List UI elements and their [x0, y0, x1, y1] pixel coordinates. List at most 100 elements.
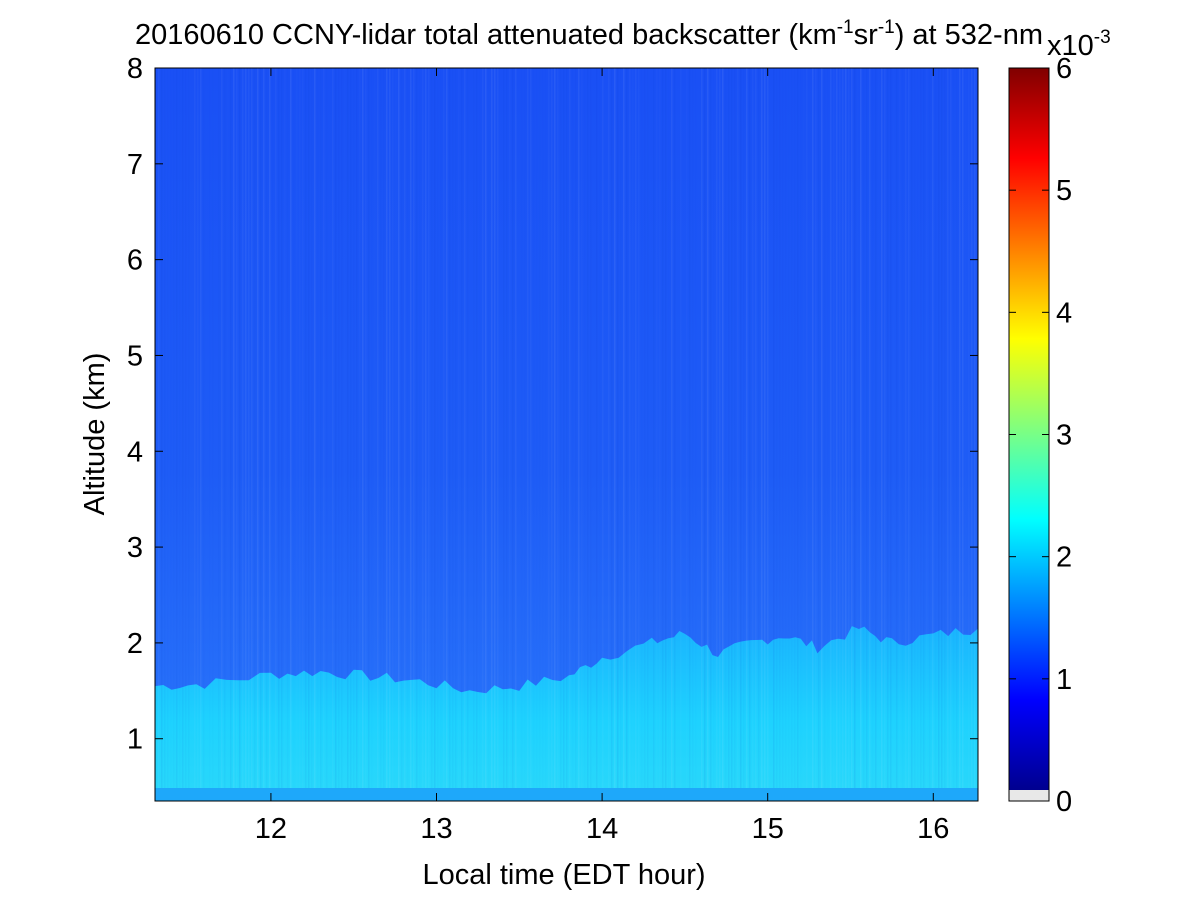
streak: [266, 68, 268, 801]
streak: [359, 68, 361, 801]
streak: [398, 68, 400, 801]
streak: [920, 68, 922, 801]
streak: [791, 68, 793, 801]
streak: [914, 68, 916, 801]
streak: [563, 68, 565, 801]
streak: [551, 68, 553, 801]
streak: [962, 68, 964, 801]
colorbar: 0 1 2 3 4 5 6 x10-3: [1008, 27, 1111, 818]
colorbar-tick-label: 5: [1056, 175, 1072, 207]
streak: [707, 68, 709, 801]
streak: [380, 68, 382, 801]
y-tick-label: 6: [127, 245, 143, 277]
streak: [596, 68, 598, 801]
streak: [227, 68, 229, 801]
streak: [689, 68, 691, 801]
streak: [422, 68, 424, 801]
streak: [602, 68, 604, 801]
streak: [959, 68, 961, 801]
streak: [434, 68, 436, 801]
streak: [236, 68, 238, 801]
streak: [425, 68, 427, 801]
streak: [806, 68, 808, 801]
streak: [734, 68, 736, 801]
streak: [926, 68, 928, 801]
streak: [773, 68, 775, 801]
streak: [200, 68, 202, 801]
streak: [455, 68, 457, 801]
streak: [341, 68, 343, 801]
streak: [836, 68, 838, 801]
streak: [692, 68, 694, 801]
streak: [947, 68, 949, 801]
colorbar-tick-label: 0: [1056, 786, 1072, 818]
streak: [221, 68, 223, 801]
streak: [875, 68, 877, 801]
y-tick-label: 3: [127, 532, 143, 564]
streak: [245, 68, 247, 801]
streak: [755, 68, 757, 801]
streak: [353, 68, 355, 801]
y-tick-label: 1: [127, 724, 143, 756]
streak: [248, 68, 250, 801]
streak: [509, 68, 511, 801]
streak: [386, 68, 388, 801]
streak: [809, 68, 811, 801]
streak: [842, 68, 844, 801]
streak: [269, 68, 271, 801]
streak: [815, 68, 817, 801]
streak: [416, 68, 418, 801]
streak: [287, 68, 289, 801]
y-tick-label: 2: [127, 628, 143, 660]
streak: [530, 68, 532, 801]
streak: [512, 68, 514, 801]
streak: [677, 68, 679, 801]
streak: [881, 68, 883, 801]
x-axis-label: Local time (EDT hour): [422, 859, 705, 891]
streak: [332, 68, 334, 801]
streak: [242, 68, 244, 801]
streak: [896, 68, 898, 801]
streak: [533, 68, 535, 801]
x-tick-label: 16: [917, 813, 949, 845]
streak: [785, 68, 787, 801]
streak: [647, 68, 649, 801]
streak: [884, 68, 886, 801]
streak: [554, 68, 556, 801]
streak: [206, 68, 208, 801]
streak: [578, 68, 580, 801]
streak: [272, 68, 274, 801]
streak: [308, 68, 310, 801]
colorbar-tick-label: 6: [1056, 53, 1072, 85]
x-tick-label: 15: [752, 813, 784, 845]
streak: [194, 68, 196, 801]
streak: [314, 68, 316, 801]
streak: [860, 68, 862, 801]
streak: [770, 68, 772, 801]
streak: [866, 68, 868, 801]
x-tick-label: 12: [255, 813, 287, 845]
streak: [377, 68, 379, 801]
streak: [971, 68, 973, 801]
streak: [869, 68, 871, 801]
streak: [371, 68, 373, 801]
streak: [749, 68, 751, 801]
streak: [890, 68, 892, 801]
streak: [893, 68, 895, 801]
streak: [329, 68, 331, 801]
streak: [368, 68, 370, 801]
streak: [824, 68, 826, 801]
streak: [905, 68, 907, 801]
streak: [662, 68, 664, 801]
streak: [653, 68, 655, 801]
colorbar-tick-label: 4: [1056, 297, 1072, 329]
streak: [263, 68, 265, 801]
streak: [575, 68, 577, 801]
streak: [656, 68, 658, 801]
streak: [557, 68, 559, 801]
streak: [431, 68, 433, 801]
streak: [782, 68, 784, 801]
streak: [839, 68, 841, 801]
streak: [356, 68, 358, 801]
streak: [467, 68, 469, 801]
